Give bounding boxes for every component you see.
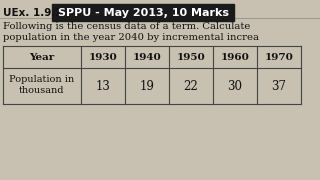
Text: Following is the census data of a term. Calculate: Following is the census data of a term. …: [3, 22, 250, 31]
FancyBboxPatch shape: [52, 4, 234, 21]
Text: SPPU - May 2013, 10 Marks: SPPU - May 2013, 10 Marks: [58, 8, 228, 17]
Text: Population in: Population in: [9, 75, 75, 84]
Text: 30: 30: [228, 80, 243, 93]
Text: 1940: 1940: [132, 53, 161, 62]
Text: 1930: 1930: [89, 53, 117, 62]
Text: 1950: 1950: [177, 53, 205, 62]
Text: 1970: 1970: [265, 53, 293, 62]
Text: 13: 13: [96, 80, 110, 93]
Text: population in the year 2040 by incremental increa: population in the year 2040 by increment…: [3, 33, 259, 42]
Text: UEx. 1.9.2: UEx. 1.9.2: [3, 8, 63, 18]
Text: 19: 19: [140, 80, 155, 93]
Text: 1960: 1960: [220, 53, 249, 62]
Text: thousand: thousand: [19, 86, 65, 95]
Text: Year: Year: [29, 53, 55, 62]
Text: 37: 37: [271, 80, 286, 93]
Text: 22: 22: [184, 80, 198, 93]
